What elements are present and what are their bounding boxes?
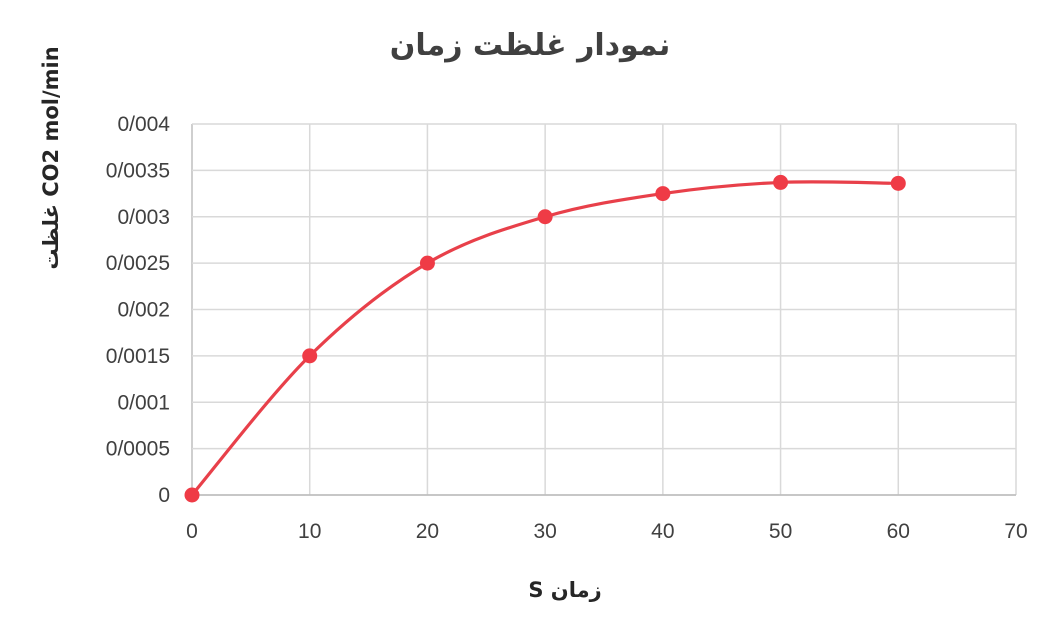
x-tick-label: 20 <box>416 520 439 543</box>
tick-labels: 0 10 20 30 40 50 60 70 0 0/0005 0/001 0/0015 0/002 0/… <box>106 113 1028 543</box>
y-axis-label: CO2 mol/min غلظت <box>39 46 63 269</box>
y-tick-label: 0/0015 <box>106 345 170 368</box>
y-tick-label: 0/0025 <box>106 252 170 275</box>
data-point <box>655 186 671 202</box>
chart-title: نمودار غلظت زمان <box>390 28 670 63</box>
x-tick-label: 0 <box>186 520 198 543</box>
y-tick-label: 0/001 <box>117 391 170 414</box>
x-axis-label: زمان S <box>528 578 601 602</box>
x-tick-label: 70 <box>1004 520 1027 543</box>
x-tick-label: 10 <box>298 520 321 543</box>
x-tick-label: 50 <box>769 520 792 543</box>
y-tick-label: 0/003 <box>117 206 170 229</box>
x-tick-label: 40 <box>651 520 674 543</box>
series <box>184 174 906 503</box>
data-point <box>302 348 318 364</box>
data-point <box>773 174 789 190</box>
y-tick-label: 0/0035 <box>106 159 170 182</box>
data-point <box>184 487 200 503</box>
data-point <box>419 255 435 271</box>
y-tick-label: 0/002 <box>117 299 170 322</box>
y-tick-label: 0/004 <box>117 113 170 136</box>
x-tick-label: 60 <box>887 520 910 543</box>
data-point <box>890 175 906 191</box>
x-tick-label: 30 <box>533 520 556 543</box>
y-tick-label: 0/0005 <box>106 438 170 461</box>
y-tick-label: 0 <box>158 484 170 507</box>
data-point <box>537 209 553 225</box>
